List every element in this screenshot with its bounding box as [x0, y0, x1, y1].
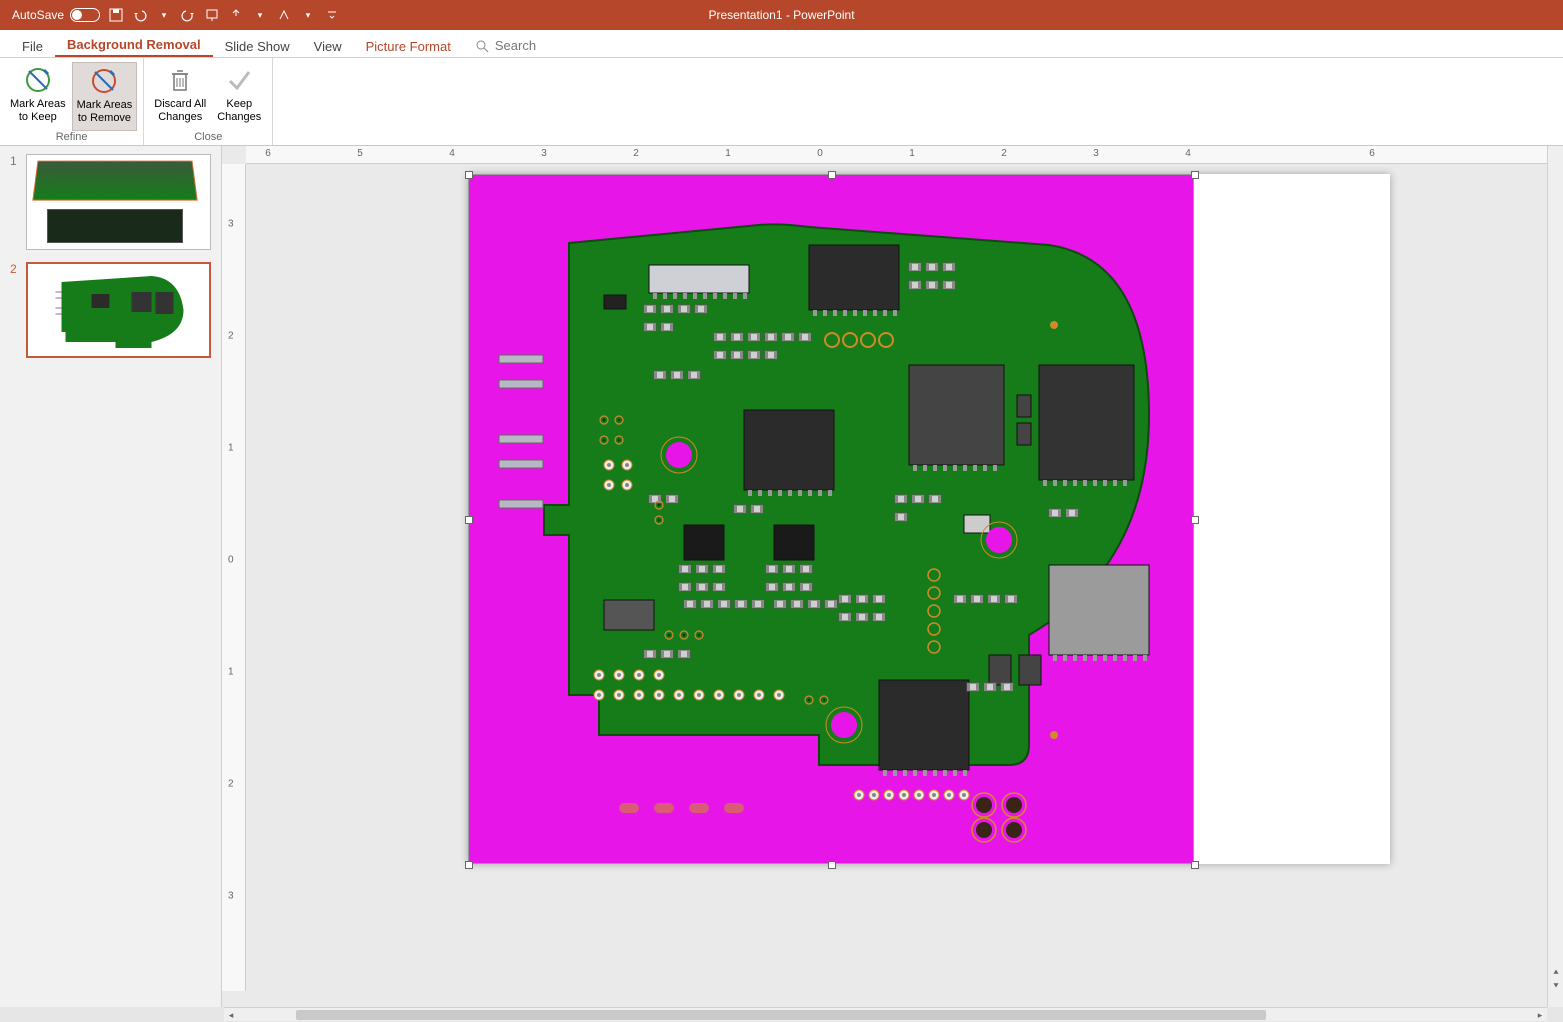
- selection-handle[interactable]: [465, 516, 473, 524]
- mark-remove-label: Mark Areas to Remove: [77, 99, 133, 124]
- keep-icon: [223, 64, 255, 96]
- save-icon[interactable]: [108, 7, 124, 23]
- search-box[interactable]: Search: [463, 34, 548, 57]
- horizontal-ruler: 654321012346: [246, 146, 1547, 164]
- workspace: 1 2: [0, 146, 1563, 1007]
- toggle-off-icon: [70, 8, 100, 22]
- pcb-graphic: [469, 175, 1195, 865]
- slide-edit-area: 654321012346 3210123 ⯅ ⯆: [222, 146, 1563, 1007]
- autosave-label: AutoSave: [12, 8, 64, 22]
- customize-qat-icon[interactable]: [324, 7, 340, 23]
- thumbnail-2[interactable]: 2: [10, 262, 211, 358]
- slide: [468, 174, 1390, 864]
- thumbnail-number: 1: [10, 154, 20, 250]
- autosave-toggle[interactable]: AutoSave: [12, 8, 100, 22]
- mark-remove-icon: [88, 65, 120, 97]
- mark-keep-icon: [22, 64, 54, 96]
- selection-handle[interactable]: [1191, 861, 1199, 869]
- scroll-right-icon[interactable]: ▸: [1533, 1008, 1547, 1022]
- tab-file[interactable]: File: [10, 35, 55, 57]
- thumbnail-1[interactable]: 1: [10, 154, 211, 250]
- quick-access-toolbar: AutoSave ▾ ▾ ▾: [0, 7, 340, 23]
- group-label-refine: Refine: [56, 131, 88, 143]
- vertical-scrollbar[interactable]: ⯅ ⯆: [1547, 146, 1563, 1007]
- thumbnail-preview: [26, 262, 211, 358]
- ribbon-group-close: Discard All Changes Keep Changes Close: [144, 58, 273, 145]
- start-from-beginning-icon[interactable]: [204, 7, 220, 23]
- selection-handle[interactable]: [465, 171, 473, 179]
- slide-canvas[interactable]: [246, 164, 1547, 991]
- selection-handle[interactable]: [1191, 171, 1199, 179]
- selection-handle[interactable]: [828, 861, 836, 869]
- discard-icon: [164, 64, 196, 96]
- discard-label: Discard All Changes: [154, 98, 206, 123]
- ribbon-group-refine: Mark Areas to Keep Mark Areas to Remove …: [0, 58, 144, 145]
- mark-keep-label: Mark Areas to Keep: [10, 98, 66, 123]
- discard-all-changes-button[interactable]: Discard All Changes: [150, 62, 210, 131]
- mark-areas-to-remove-button[interactable]: Mark Areas to Remove: [72, 62, 138, 131]
- selection-handle[interactable]: [465, 861, 473, 869]
- shape-icon[interactable]: [276, 7, 292, 23]
- touch-mode-icon[interactable]: [228, 7, 244, 23]
- next-slide-icon[interactable]: ⯆: [1548, 979, 1563, 993]
- ribbon-tabs: File Background Removal Slide Show View …: [0, 30, 1563, 58]
- touch-dropdown-icon[interactable]: ▾: [252, 7, 268, 23]
- group-label-close: Close: [194, 131, 222, 143]
- search-icon: [475, 39, 489, 53]
- thumbnail-preview: [26, 154, 211, 250]
- thumbnail-number: 2: [10, 262, 20, 358]
- selection-handle[interactable]: [828, 171, 836, 179]
- slide-thumbnails-panel[interactable]: 1 2: [0, 146, 222, 1007]
- shape-dropdown-icon[interactable]: ▾: [300, 7, 316, 23]
- scrollbar-thumb[interactable]: [296, 1010, 1266, 1020]
- keep-label: Keep Changes: [217, 98, 261, 123]
- window-title: Presentation1 - PowerPoint: [708, 8, 854, 22]
- vertical-ruler: 3210123: [222, 164, 246, 991]
- prev-slide-icon[interactable]: ⯅: [1548, 965, 1563, 979]
- tab-background-removal[interactable]: Background Removal: [55, 33, 213, 57]
- redo-icon[interactable]: [180, 7, 196, 23]
- horizontal-scrollbar[interactable]: ◂ ▸: [224, 1007, 1547, 1021]
- search-placeholder: Search: [495, 38, 536, 53]
- tab-slide-show[interactable]: Slide Show: [213, 35, 302, 57]
- title-bar: AutoSave ▾ ▾ ▾ Presentation1 - PowerPoin…: [0, 0, 1563, 30]
- undo-icon[interactable]: [132, 7, 148, 23]
- tab-picture-format[interactable]: Picture Format: [354, 35, 463, 57]
- keep-changes-button[interactable]: Keep Changes: [212, 62, 266, 131]
- selection-handle[interactable]: [1191, 516, 1199, 524]
- mark-areas-to-keep-button[interactable]: Mark Areas to Keep: [6, 62, 70, 131]
- selected-image[interactable]: [468, 174, 1194, 864]
- ribbon: Mark Areas to Keep Mark Areas to Remove …: [0, 58, 1563, 146]
- undo-dropdown-icon[interactable]: ▾: [156, 7, 172, 23]
- tab-view[interactable]: View: [302, 35, 354, 57]
- scroll-left-icon[interactable]: ◂: [224, 1008, 238, 1022]
